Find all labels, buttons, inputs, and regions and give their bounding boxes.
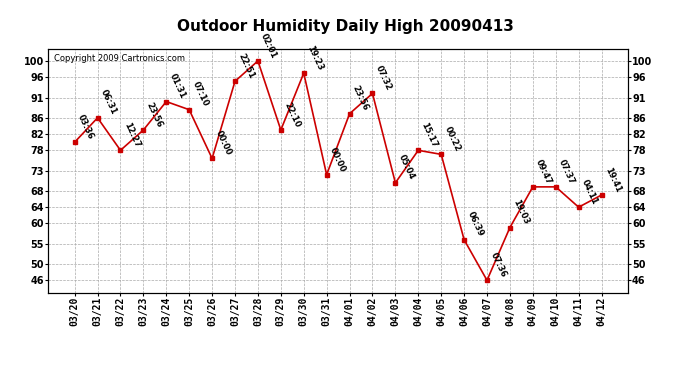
Text: 23:56: 23:56 — [351, 84, 371, 112]
Text: 12:27: 12:27 — [122, 121, 141, 149]
Text: 07:32: 07:32 — [374, 64, 393, 92]
Text: Outdoor Humidity Daily High 20090413: Outdoor Humidity Daily High 20090413 — [177, 19, 513, 34]
Text: 09:47: 09:47 — [534, 158, 553, 186]
Text: 19:23: 19:23 — [305, 44, 324, 72]
Text: 00:00: 00:00 — [213, 129, 233, 157]
Text: 00:00: 00:00 — [328, 146, 347, 173]
Text: 06:31: 06:31 — [99, 88, 119, 116]
Text: 19:41: 19:41 — [603, 166, 622, 194]
Text: 07:10: 07:10 — [190, 81, 210, 108]
Text: 02:01: 02:01 — [259, 32, 279, 60]
Text: 15:17: 15:17 — [420, 121, 439, 149]
Text: Copyright 2009 Cartronics.com: Copyright 2009 Cartronics.com — [54, 54, 185, 63]
Text: 04:11: 04:11 — [580, 178, 600, 206]
Text: 00:22: 00:22 — [442, 125, 462, 153]
Text: 23:56: 23:56 — [145, 100, 164, 129]
Text: 22:10: 22:10 — [282, 100, 302, 129]
Text: 19:03: 19:03 — [511, 198, 531, 226]
Text: 06:39: 06:39 — [466, 210, 485, 238]
Text: 07:36: 07:36 — [489, 251, 508, 279]
Text: 22:51: 22:51 — [237, 52, 256, 80]
Text: 07:37: 07:37 — [557, 158, 576, 186]
Text: 03:36: 03:36 — [76, 113, 95, 141]
Text: 01:31: 01:31 — [168, 72, 187, 100]
Text: 05:04: 05:04 — [397, 153, 416, 182]
